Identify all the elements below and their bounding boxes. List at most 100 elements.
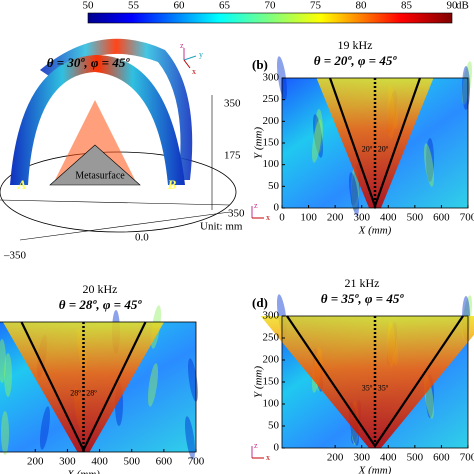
beam xyxy=(260,316,474,448)
x-tick-label: 300 xyxy=(59,456,76,468)
panel-frequency: 21 kHz xyxy=(345,276,380,290)
x-tick-label: 200 xyxy=(27,456,44,468)
panel-a-angles: θ = 30º, φ = 45º xyxy=(47,55,131,70)
x-tick-label: 100 xyxy=(300,212,317,224)
y-tick-label: 200 xyxy=(263,354,280,366)
axis-name: y xyxy=(199,50,203,59)
beam-angle: 20º xyxy=(362,144,373,153)
panel-a-surface: Metasurface xyxy=(75,170,125,181)
colorbar-tick-label: 85 xyxy=(401,0,413,12)
panel-frequency: 20 kHz xyxy=(83,282,118,296)
y-tick-label: 250 xyxy=(263,93,280,105)
corner-label: A xyxy=(17,177,27,192)
beam-angle: 35º xyxy=(362,383,373,392)
x-tick-label: 400 xyxy=(380,212,397,224)
x-tick-label: 200 xyxy=(327,452,344,464)
axis-name: z xyxy=(254,201,258,210)
colorbar-unit: dB xyxy=(456,0,469,12)
axis-tick-label: 0.0 xyxy=(135,232,149,244)
colorbar xyxy=(87,12,453,24)
heatmap-streak xyxy=(315,109,323,153)
y-tick-label: 100 xyxy=(263,158,280,170)
x-tick-label: 0 xyxy=(279,212,285,224)
beam-angle: 20º xyxy=(378,144,389,153)
x-tick-label: 200 xyxy=(327,212,344,224)
heatmap-streak xyxy=(312,114,324,158)
heatmap-streak xyxy=(462,66,470,110)
y-axis-label: Y (mm) xyxy=(253,366,265,398)
y-tick-label: 300 xyxy=(263,72,280,84)
x-tick-label: 500 xyxy=(407,452,424,464)
y-tick-label: 200 xyxy=(263,115,280,127)
beam-angle: 35º xyxy=(378,383,389,392)
heatmap-streak xyxy=(187,358,199,402)
panel-angles: θ = 35º, φ = 45º xyxy=(321,291,405,306)
y-tick-label: 50 xyxy=(268,420,280,432)
axis-tick-label: –350 xyxy=(3,250,27,262)
panel-angles: θ = 28º, φ = 45º xyxy=(59,297,143,312)
heatmap-streak xyxy=(147,363,159,407)
y-tick-label: 0 xyxy=(274,442,280,454)
x-tick-label: 700 xyxy=(460,212,474,224)
x-axis-label: X (mm) xyxy=(358,465,392,474)
heatmap-streak xyxy=(39,406,51,450)
x-axis-label: X (mm) xyxy=(358,225,392,237)
panel-angles: θ = 20º, φ = 45º xyxy=(314,53,398,68)
beam-angle: 28º xyxy=(86,388,97,397)
x-tick-label: 700 xyxy=(188,456,205,468)
axis-name: z xyxy=(180,41,184,50)
y-tick-label: 0 xyxy=(274,202,280,214)
colorbar-tick-label: 70 xyxy=(265,0,277,12)
panel-label: (d) xyxy=(252,295,268,310)
axis-tick-label: 175 xyxy=(224,150,241,162)
panel-label: (b) xyxy=(252,57,268,72)
panel-a xyxy=(0,38,237,241)
x-tick-label: 400 xyxy=(380,452,397,464)
heatmap-streak xyxy=(311,119,323,163)
colorbar-tick-label: 55 xyxy=(128,0,140,12)
y-tick-label: 150 xyxy=(263,376,280,388)
corner-label: B xyxy=(167,177,177,192)
axis-tick-label: 350 xyxy=(224,98,241,110)
colorbar-tick-label: 60 xyxy=(174,0,186,12)
plot-frame xyxy=(0,321,197,453)
colorbar-tick-label: 50 xyxy=(83,0,95,12)
y-tick-label: 300 xyxy=(263,310,280,322)
heatmap-streak xyxy=(461,61,473,105)
panel-a-frequency: 20 kHz xyxy=(86,91,118,103)
x-tick-label: 300 xyxy=(353,452,370,464)
colorbar-tick-label: 75 xyxy=(310,0,322,12)
axis-name: x xyxy=(266,453,270,462)
panel-frequency: 19 kHz xyxy=(338,38,373,52)
axis-name: z xyxy=(254,441,258,450)
x-tick-label: 700 xyxy=(460,452,474,464)
heatmap-streak xyxy=(184,416,196,460)
x-axis-label: X (mm) xyxy=(66,469,100,474)
beam-angle: 28º xyxy=(70,388,81,397)
colorbar-tick-label: 90 xyxy=(447,0,459,12)
axis-tick-label: 350 xyxy=(228,208,245,220)
x-tick-label: 600 xyxy=(156,456,173,468)
axis-name: x xyxy=(192,67,196,76)
heatmap-streak xyxy=(348,172,360,216)
y-tick-label: 150 xyxy=(263,137,280,149)
x-tick-label: 400 xyxy=(91,456,108,468)
unit-label: Unit: mm xyxy=(200,221,243,233)
heatmap-streak xyxy=(4,353,12,397)
x-tick-label: 500 xyxy=(123,456,140,468)
y-tick-label: 250 xyxy=(263,332,280,344)
y-tick-label: 50 xyxy=(268,180,280,192)
heatmap-streak xyxy=(1,411,9,455)
y-tick-label: 100 xyxy=(263,398,280,410)
x-tick-label: 600 xyxy=(433,452,450,464)
y-axis-label: Y (mm) xyxy=(253,127,265,159)
x-tick-label: 300 xyxy=(353,212,370,224)
colorbar-tick-label: 80 xyxy=(356,0,368,12)
heatmap-streak xyxy=(0,339,6,383)
heatmap-streak xyxy=(423,143,435,187)
x-tick-label: 500 xyxy=(407,212,424,224)
x-tick-label: 600 xyxy=(433,212,450,224)
axis-name: x xyxy=(266,213,270,222)
heatmap-streak xyxy=(426,138,434,182)
